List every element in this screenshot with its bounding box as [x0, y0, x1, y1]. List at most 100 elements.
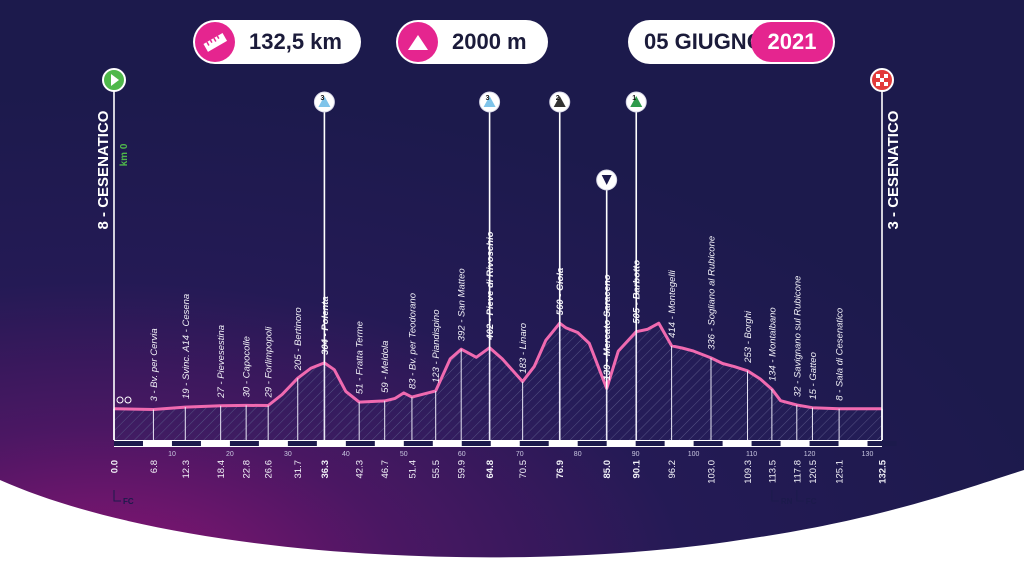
waypoint-place-label: 29 - Forlimpopoli — [264, 326, 275, 399]
elevation-value: 2000 m — [452, 29, 527, 54]
waypoint-km-label: 6.8 — [149, 460, 160, 473]
km-tick-label: 130 — [862, 451, 874, 458]
waypoint-km-label: 42.3 — [355, 460, 366, 479]
climb-mountain-shape — [630, 96, 643, 107]
waypoint-km-label: 117.8 — [792, 460, 803, 483]
waypoint-km-label: 0.0 — [110, 460, 121, 473]
waypoint-km-label: 31.7 — [293, 460, 304, 479]
date-pill: 05 GIUGNO 2021 — [628, 20, 835, 64]
waypoint-km-label: 55.5 — [431, 460, 442, 479]
waypoint-place-label: 253 - Borghi — [743, 310, 754, 364]
km-tick-label: 20 — [226, 451, 234, 458]
km-axis-segment — [114, 441, 143, 446]
waypoint-km-label: 18.4 — [216, 460, 227, 479]
waypoint-km-label: 132.5 — [878, 459, 889, 483]
waypoint-place-label: 505 - Barbotto — [632, 260, 643, 324]
waypoint-place-label: 205 - Bertinoro — [293, 307, 304, 371]
finish-check-square — [884, 74, 888, 78]
waypoint-km-label: 96.2 — [667, 460, 678, 479]
waypoint-km-label: 109.3 — [743, 460, 754, 484]
km-axis-segment — [229, 441, 259, 446]
waypoint-place-label: 59 - Meldola — [380, 341, 391, 393]
province-label: RN — [781, 497, 793, 506]
km-axis-segment — [345, 441, 375, 446]
distance-pill: 132,5 km — [193, 20, 361, 64]
province-marker — [113, 490, 121, 502]
waypoint-place-label: 402 - Pieve di Rivoschio — [485, 231, 496, 340]
km-axis-segment — [287, 441, 317, 446]
km-axis-segment — [577, 441, 607, 446]
profile-area-shade — [114, 323, 882, 440]
climb-mountain-shape — [318, 96, 331, 107]
province-label: FC — [123, 497, 134, 506]
climb-category-label: 3 — [486, 95, 490, 102]
km-tick-label: 10 — [168, 451, 176, 458]
climb-category-label: 1 — [632, 95, 636, 102]
waypoint-km-label: 36.3 — [320, 460, 331, 479]
km-tick-label: 50 — [400, 451, 408, 458]
waypoint-km-label: 26.6 — [264, 460, 275, 479]
waypoint-place-label: 8 - Sala di Cesenatico — [835, 308, 846, 401]
waypoint-place-label: 134 - Montalbano — [767, 307, 778, 381]
km-axis-segment — [403, 441, 433, 446]
date-value: 05 GIUGNO — [644, 29, 764, 54]
km-axis-segment — [867, 441, 897, 446]
start-city-label: 8 - CESENATICO — [95, 110, 112, 229]
waypoint-km-label: 12.3 — [181, 460, 192, 479]
waypoint-km-label: 51.4 — [407, 460, 418, 479]
profile-area — [114, 323, 882, 440]
km-tick-label: 120 — [804, 451, 816, 458]
waypoint-place-label: 336 - Sogliano al Rubicone — [707, 236, 718, 350]
waypoint-km-label: 85.0 — [602, 460, 613, 479]
climb-category-label: 2 — [556, 95, 560, 102]
waypoint-place-label: 15 - Gatteo — [808, 352, 819, 400]
km-axis-segment — [693, 441, 723, 446]
waypoint-place-label: 139 - Mercato Saraceno — [602, 274, 613, 380]
km0-label: km 0 — [119, 143, 130, 166]
waypoint-km-label: 90.1 — [632, 459, 643, 478]
finish-check-square — [876, 82, 880, 86]
km-tick-label: 110 — [746, 451, 757, 458]
waypoint-place-label: 19 - Svinc. A14 - Cesena — [181, 294, 192, 399]
km-tick-label: 30 — [284, 451, 292, 458]
km-tick-label: 90 — [632, 451, 640, 458]
start-play-icon — [111, 74, 119, 86]
km-axis-segment — [635, 441, 665, 446]
km-axis-segment — [461, 441, 491, 446]
waypoint-km-label: 103.0 — [707, 460, 718, 484]
waypoint-place-label: 183 - Linaro — [518, 323, 529, 374]
km-tick-label: 40 — [342, 451, 350, 458]
waypoint-place-label: 32 - Savignano sul Rubicone — [792, 276, 803, 397]
waypoint-km-label: 59.9 — [457, 460, 468, 479]
km-axis-segment — [809, 441, 839, 446]
km-axis-bar — [114, 440, 882, 447]
bike-icon — [116, 396, 124, 404]
profile-line — [113, 321, 882, 411]
waypoint-place-label: 30 - Capocolle — [242, 336, 253, 397]
waypoint-place-label: 51 - Fratta Terme — [355, 321, 366, 394]
feed-zone-triangle — [601, 175, 612, 185]
waypoint-km-label: 64.8 — [485, 460, 496, 479]
climb-mountain-shape — [553, 96, 566, 107]
elevation-pill: 2000 m — [396, 20, 548, 64]
finish-check-square — [884, 82, 888, 86]
finish-check-square — [876, 74, 880, 78]
km-tick-label: 80 — [574, 451, 582, 458]
waypoint-km-label: 22.8 — [242, 460, 253, 479]
waypoint-km-label: 70.5 — [518, 460, 529, 479]
climb-mountain-shape — [483, 96, 496, 107]
waypoint-km-label: 120.5 — [808, 460, 819, 484]
waypoint-km-label: 125.1 — [835, 460, 846, 484]
province-marker — [771, 490, 779, 502]
province-label: FC — [806, 497, 817, 506]
km-tick-label: 100 — [688, 451, 700, 458]
bike-icon — [124, 396, 132, 404]
waypoint-km-label: 76.9 — [555, 460, 566, 479]
climb-category-label: 3 — [320, 95, 324, 102]
province-marker — [796, 490, 804, 502]
km-tick-label: 70 — [516, 451, 524, 458]
year-badge: 2021 — [751, 22, 833, 62]
